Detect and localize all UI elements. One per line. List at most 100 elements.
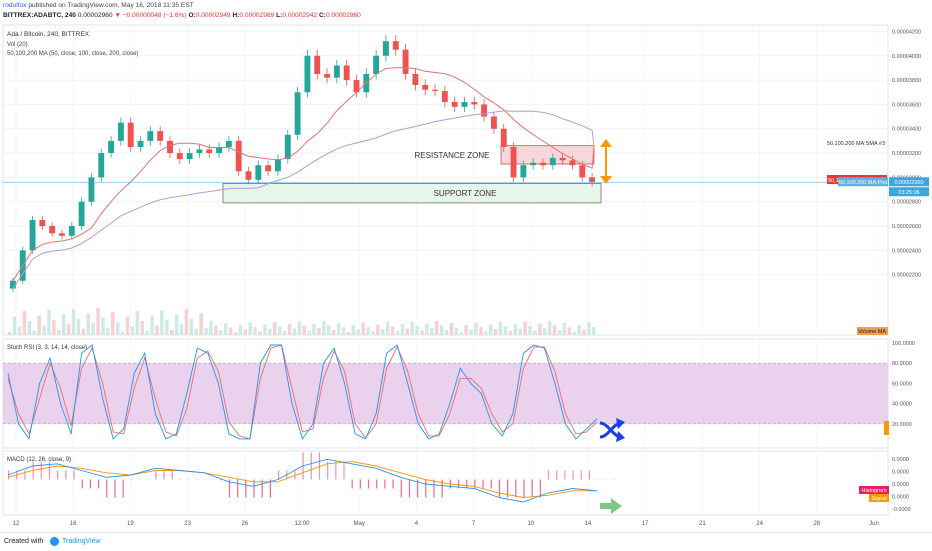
price-axis-tick: 0.00002200 bbox=[892, 273, 921, 279]
volume-bar bbox=[395, 331, 400, 335]
time-axis-tick: 14 bbox=[585, 521, 592, 527]
macd-histogram-bar bbox=[318, 452, 321, 480]
candle-body bbox=[481, 104, 488, 117]
candle-body bbox=[490, 116, 497, 129]
macd-histogram-bar bbox=[367, 479, 370, 489]
macd-histogram-bar bbox=[138, 479, 141, 481]
volume-bar bbox=[479, 327, 483, 335]
candle-body bbox=[373, 55, 380, 74]
candle-body bbox=[88, 177, 95, 202]
macd-histogram-bar bbox=[482, 479, 484, 489]
volume-bar bbox=[474, 322, 478, 335]
volume-bar bbox=[493, 329, 498, 335]
candle-body bbox=[412, 74, 419, 85]
candle-body bbox=[108, 140, 115, 154]
candle-body bbox=[559, 157, 566, 161]
chart-canvas[interactable]: 0.00004200 0.00004000 0.00003800 0.00003600… bbox=[0, 0, 932, 532]
volume-bar bbox=[209, 321, 213, 335]
candle-body bbox=[540, 162, 546, 166]
indicator-legend: Vol (20) bbox=[7, 42, 28, 48]
volume-bar bbox=[552, 325, 557, 335]
volume-bar bbox=[405, 328, 410, 335]
macd-axis-tick: 0.0000 bbox=[892, 482, 909, 488]
volume-bar bbox=[106, 327, 110, 335]
macd-histogram-bar bbox=[171, 470, 173, 480]
macd-histogram-bar bbox=[613, 479, 615, 481]
created-with-text: Created with bbox=[4, 538, 44, 545]
green-arrow-right-icon bbox=[611, 498, 622, 514]
candle-body bbox=[402, 49, 409, 74]
candle-body bbox=[68, 226, 75, 236]
indicator-legend: 50,100,200 MA (50, close, 100, close, 20… bbox=[7, 51, 138, 57]
volume-bar bbox=[47, 310, 51, 335]
candle-body bbox=[314, 55, 321, 74]
volume-bar bbox=[8, 332, 12, 335]
volume-bar bbox=[22, 311, 27, 335]
macd-histogram-bar bbox=[572, 470, 574, 480]
price-axis-tick: 0.00003800 bbox=[892, 78, 921, 84]
macd-histogram-bar bbox=[196, 479, 198, 481]
macd-histogram-bar bbox=[40, 461, 42, 480]
candle-body bbox=[461, 101, 468, 107]
signal-tag: Signal bbox=[871, 496, 886, 502]
rsi-axis-tick: 80.0000 bbox=[892, 361, 912, 367]
volume-bar bbox=[336, 323, 341, 335]
volume-bar bbox=[484, 331, 488, 335]
macd-histogram-bar bbox=[122, 479, 124, 498]
volume-bar bbox=[292, 328, 297, 335]
macd-histogram-bar bbox=[523, 479, 525, 498]
volume-bar bbox=[435, 321, 439, 335]
volume-bar bbox=[592, 327, 596, 335]
volume-bar bbox=[459, 332, 464, 335]
macd-histogram-bar bbox=[294, 470, 296, 480]
publish-line: rodulfox published on TradingView.com, M… bbox=[3, 2, 194, 10]
macd-histogram-bar bbox=[253, 479, 255, 498]
macd-histogram-bar bbox=[498, 479, 501, 498]
price-axis-tick: 0.00004000 bbox=[892, 54, 921, 60]
author-link[interactable]: rodulfox bbox=[3, 2, 27, 9]
volume-bar bbox=[366, 327, 370, 335]
volume-bar bbox=[150, 315, 154, 335]
last-price: 0.00002960 bbox=[77, 12, 113, 19]
tradingview-brand-link[interactable]: TradingView bbox=[62, 538, 101, 545]
price-axis-tick: 0.00003600 bbox=[892, 102, 921, 108]
rsi-axis-tick: 60.0000 bbox=[892, 381, 912, 387]
support-zone-label: SUPPORT ZONE bbox=[434, 189, 497, 198]
volume-bar bbox=[219, 330, 223, 335]
volume-bar bbox=[508, 331, 513, 335]
candle-body bbox=[255, 165, 262, 180]
macd-histogram-bar bbox=[490, 479, 492, 489]
candle-body bbox=[186, 153, 193, 160]
volume-bar bbox=[587, 322, 591, 335]
macd-histogram-bar bbox=[351, 479, 353, 489]
macd-histogram-bar bbox=[81, 479, 83, 489]
macd-histogram-bar bbox=[580, 470, 582, 480]
volume-bar bbox=[317, 328, 321, 335]
macd-histogram-bar bbox=[187, 479, 190, 481]
price-axis-tick: 0.00002400 bbox=[892, 248, 921, 254]
volume-bar bbox=[238, 325, 243, 335]
macd-histogram-bar bbox=[65, 470, 67, 480]
price-axis-tick: 0.00002800 bbox=[892, 200, 921, 206]
macd-histogram-bar bbox=[531, 479, 533, 498]
candle-body bbox=[265, 165, 272, 172]
macd-histogram-bar bbox=[73, 470, 75, 480]
macd-title: MACD (12, 26, close, 9) bbox=[7, 457, 71, 463]
rsi-axis-tick: 100.0000 bbox=[892, 341, 915, 347]
volume-bar bbox=[356, 329, 360, 335]
candle-body bbox=[392, 41, 399, 50]
macd-histogram-bar bbox=[48, 461, 51, 480]
volume-bar bbox=[543, 328, 547, 335]
ma-tag-sma3: 50,100,200 MA:SMA #3 bbox=[827, 141, 885, 147]
high-label: H: bbox=[232, 12, 240, 19]
candle-body bbox=[333, 65, 340, 78]
candle-body bbox=[147, 131, 154, 141]
footer-bar: Created with TradingView bbox=[0, 532, 932, 551]
candle-body bbox=[39, 219, 46, 227]
candle-body bbox=[422, 84, 429, 90]
candle-body bbox=[294, 92, 301, 135]
price-pane bbox=[2, 24, 889, 336]
macd-histogram-bar bbox=[310, 452, 312, 480]
volume-bar bbox=[577, 325, 581, 335]
volume-bar bbox=[562, 323, 567, 335]
